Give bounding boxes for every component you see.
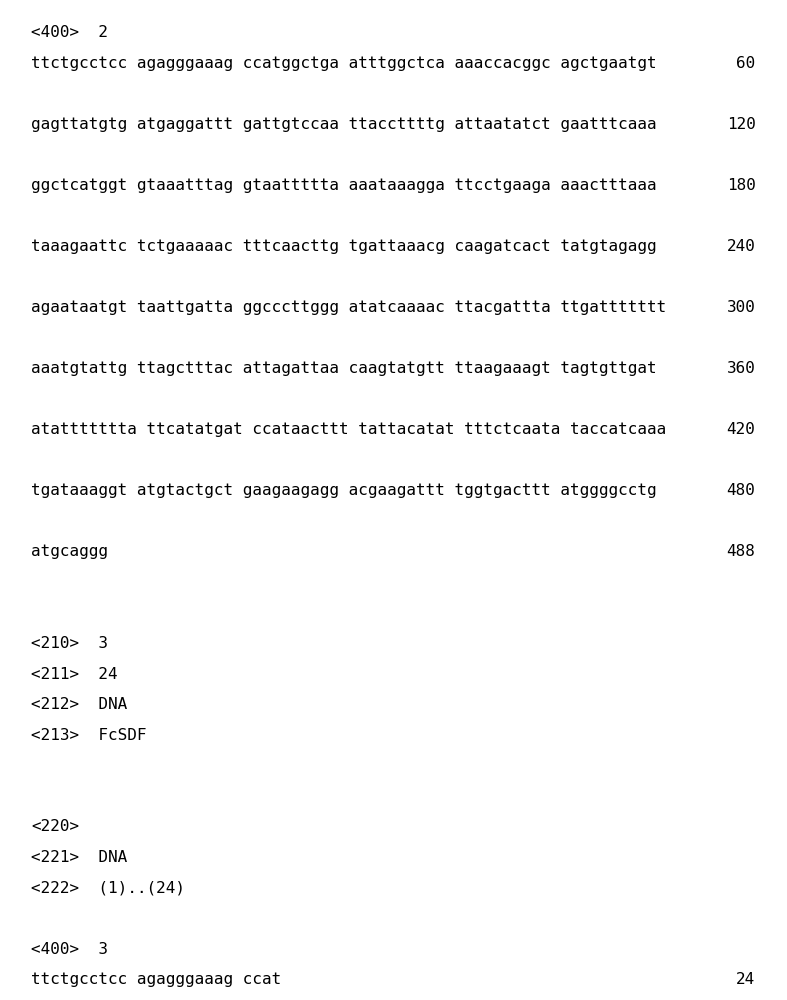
Text: <400>  3: <400> 3 — [31, 942, 109, 957]
Text: ttctgcctcc agagggaaag ccatggctga atttggctca aaaccacggc agctgaatgt: ttctgcctcc agagggaaag ccatggctga atttggc… — [31, 56, 657, 71]
Text: gagttatgtg atgaggattt gattgtccaa ttaccttttg attaatatct gaatttcaaa: gagttatgtg atgaggattt gattgtccaa ttacctt… — [31, 117, 657, 132]
Text: atattttttta ttcatatgat ccataacttt tattacatat tttctcaata taccatcaaa: atattttttta ttcatatgat ccataacttt tattac… — [31, 422, 667, 437]
Text: 488: 488 — [726, 544, 756, 559]
Text: taaagaattc tctgaaaaac tttcaacttg tgattaaacg caagatcact tatgtagagg: taaagaattc tctgaaaaac tttcaacttg tgattaa… — [31, 239, 657, 254]
Text: 24: 24 — [737, 972, 756, 987]
Text: <211>  24: <211> 24 — [31, 667, 118, 682]
Text: <212>  DNA: <212> DNA — [31, 697, 127, 712]
Text: <400>  2: <400> 2 — [31, 25, 109, 40]
Text: 420: 420 — [726, 422, 756, 437]
Text: <210>  3: <210> 3 — [31, 636, 109, 651]
Text: 60: 60 — [737, 56, 756, 71]
Text: <220>: <220> — [31, 819, 79, 834]
Text: ttctgcctcc agagggaaag ccat: ttctgcctcc agagggaaag ccat — [31, 972, 282, 987]
Text: <221>  DNA: <221> DNA — [31, 850, 127, 865]
Text: 120: 120 — [726, 117, 756, 132]
Text: <222>  (1)..(24): <222> (1)..(24) — [31, 881, 186, 896]
Text: 240: 240 — [726, 239, 756, 254]
Text: ggctcatggt gtaaatttag gtaattttta aaataaagga ttcctgaaga aaactttaaa: ggctcatggt gtaaatttag gtaattttta aaataaa… — [31, 178, 657, 193]
Text: aaatgtattg ttagctttac attagattaa caagtatgtt ttaagaaagt tagtgttgat: aaatgtattg ttagctttac attagattaa caagtat… — [31, 361, 657, 376]
Text: atgcaggg: atgcaggg — [31, 544, 109, 559]
Text: 480: 480 — [726, 483, 756, 498]
Text: tgataaaggt atgtactgct gaagaagagg acgaagattt tggtgacttt atggggcctg: tgataaaggt atgtactgct gaagaagagg acgaaga… — [31, 483, 657, 498]
Text: 180: 180 — [726, 178, 756, 193]
Text: agaataatgt taattgatta ggcccttggg atatcaaaac ttacgattta ttgattttttt: agaataatgt taattgatta ggcccttggg atatcaa… — [31, 300, 667, 315]
Text: 360: 360 — [726, 361, 756, 376]
Text: <213>  FcSDF: <213> FcSDF — [31, 728, 147, 743]
Text: 300: 300 — [726, 300, 756, 315]
